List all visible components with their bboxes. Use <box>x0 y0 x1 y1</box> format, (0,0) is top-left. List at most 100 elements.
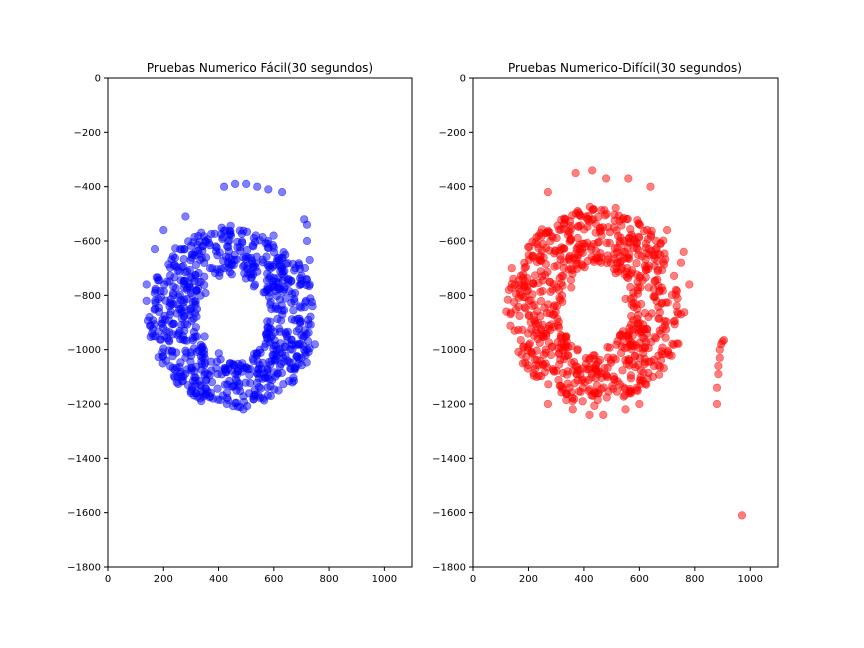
data-point <box>504 285 514 295</box>
data-point <box>172 348 181 357</box>
data-point <box>215 271 224 281</box>
x-tick-label: 200 <box>519 574 538 585</box>
data-point <box>620 384 630 393</box>
data-point <box>626 225 635 234</box>
axis-ticks: 0 200 400 600 800 1000 0 −200 −400 −600 −800 −1000 −… <box>432 74 763 586</box>
data-point <box>617 342 626 351</box>
y-tick-label: −400 <box>74 182 101 193</box>
data-point <box>267 376 277 385</box>
data-point <box>564 227 573 236</box>
data-point <box>646 182 655 191</box>
data-point <box>530 300 539 309</box>
data-point <box>305 255 314 265</box>
data-point <box>623 214 632 224</box>
data-point <box>300 215 309 224</box>
data-point <box>543 399 553 409</box>
data-point <box>658 343 667 352</box>
data-point <box>628 232 637 241</box>
data-point <box>541 345 550 354</box>
data-point <box>297 279 306 289</box>
data-point <box>160 311 169 321</box>
data-point <box>507 264 516 273</box>
x-tick-label: 800 <box>685 574 704 585</box>
y-tick-label: −800 <box>74 291 101 302</box>
data-point <box>168 252 178 261</box>
y-tick-label: −600 <box>74 237 101 248</box>
data-point <box>549 322 559 332</box>
data-point <box>592 381 602 390</box>
data-point <box>294 359 303 368</box>
data-point <box>180 311 189 320</box>
data-point <box>672 286 682 296</box>
data-point <box>538 320 547 330</box>
data-point <box>187 366 196 375</box>
data-point <box>570 394 579 404</box>
data-point <box>564 351 573 360</box>
data-point <box>229 260 238 270</box>
data-point <box>596 226 606 235</box>
data-point <box>566 234 575 243</box>
data-point <box>223 242 232 251</box>
data-point <box>239 253 248 262</box>
data-point <box>164 336 173 345</box>
data-point <box>182 285 191 294</box>
data-point <box>571 169 580 178</box>
data-point <box>619 392 628 401</box>
data-point <box>217 223 226 232</box>
data-point <box>281 294 290 303</box>
data-point <box>635 318 644 327</box>
data-point <box>263 391 272 400</box>
data-point <box>572 245 581 254</box>
data-point <box>178 335 187 344</box>
data-point <box>642 262 651 272</box>
scatter-points <box>142 179 320 414</box>
data-point <box>179 255 188 264</box>
data-point <box>555 360 564 369</box>
data-point <box>542 228 551 237</box>
data-point <box>247 256 256 265</box>
data-point <box>170 260 179 269</box>
data-point <box>589 215 598 224</box>
panel-hard: Pruebas Numerico-Difícil(30 segundos) 0 2… <box>432 61 779 586</box>
data-point <box>273 369 282 378</box>
data-point <box>536 296 546 306</box>
data-point <box>515 311 524 321</box>
data-point <box>624 174 633 183</box>
data-point <box>564 255 574 264</box>
data-point <box>635 273 644 282</box>
data-point <box>640 360 649 369</box>
data-point <box>197 357 206 366</box>
data-point <box>532 233 541 242</box>
data-point <box>231 179 240 188</box>
data-point <box>585 385 594 394</box>
data-point <box>642 225 652 234</box>
data-point <box>150 245 160 254</box>
data-point <box>145 313 154 322</box>
data-point <box>544 380 553 389</box>
data-point <box>661 333 670 342</box>
data-point <box>601 211 610 220</box>
data-point <box>649 251 658 260</box>
data-point <box>222 399 231 409</box>
data-point <box>249 282 258 291</box>
data-point <box>270 328 279 337</box>
data-point <box>553 221 562 230</box>
data-point <box>172 378 181 387</box>
data-point <box>542 308 552 317</box>
data-point <box>208 394 218 403</box>
data-point <box>183 267 192 276</box>
data-point <box>613 231 623 240</box>
data-point <box>191 260 200 270</box>
data-point <box>222 388 232 397</box>
data-point <box>261 373 270 382</box>
data-point <box>647 337 656 347</box>
data-point <box>585 410 594 420</box>
data-point <box>502 307 511 316</box>
data-point <box>588 166 597 175</box>
data-point <box>503 295 512 304</box>
data-point <box>308 302 317 311</box>
y-tick-label: −1000 <box>432 345 466 356</box>
data-point <box>242 179 251 188</box>
data-point <box>165 302 174 311</box>
y-tick-label: −1200 <box>67 400 101 411</box>
